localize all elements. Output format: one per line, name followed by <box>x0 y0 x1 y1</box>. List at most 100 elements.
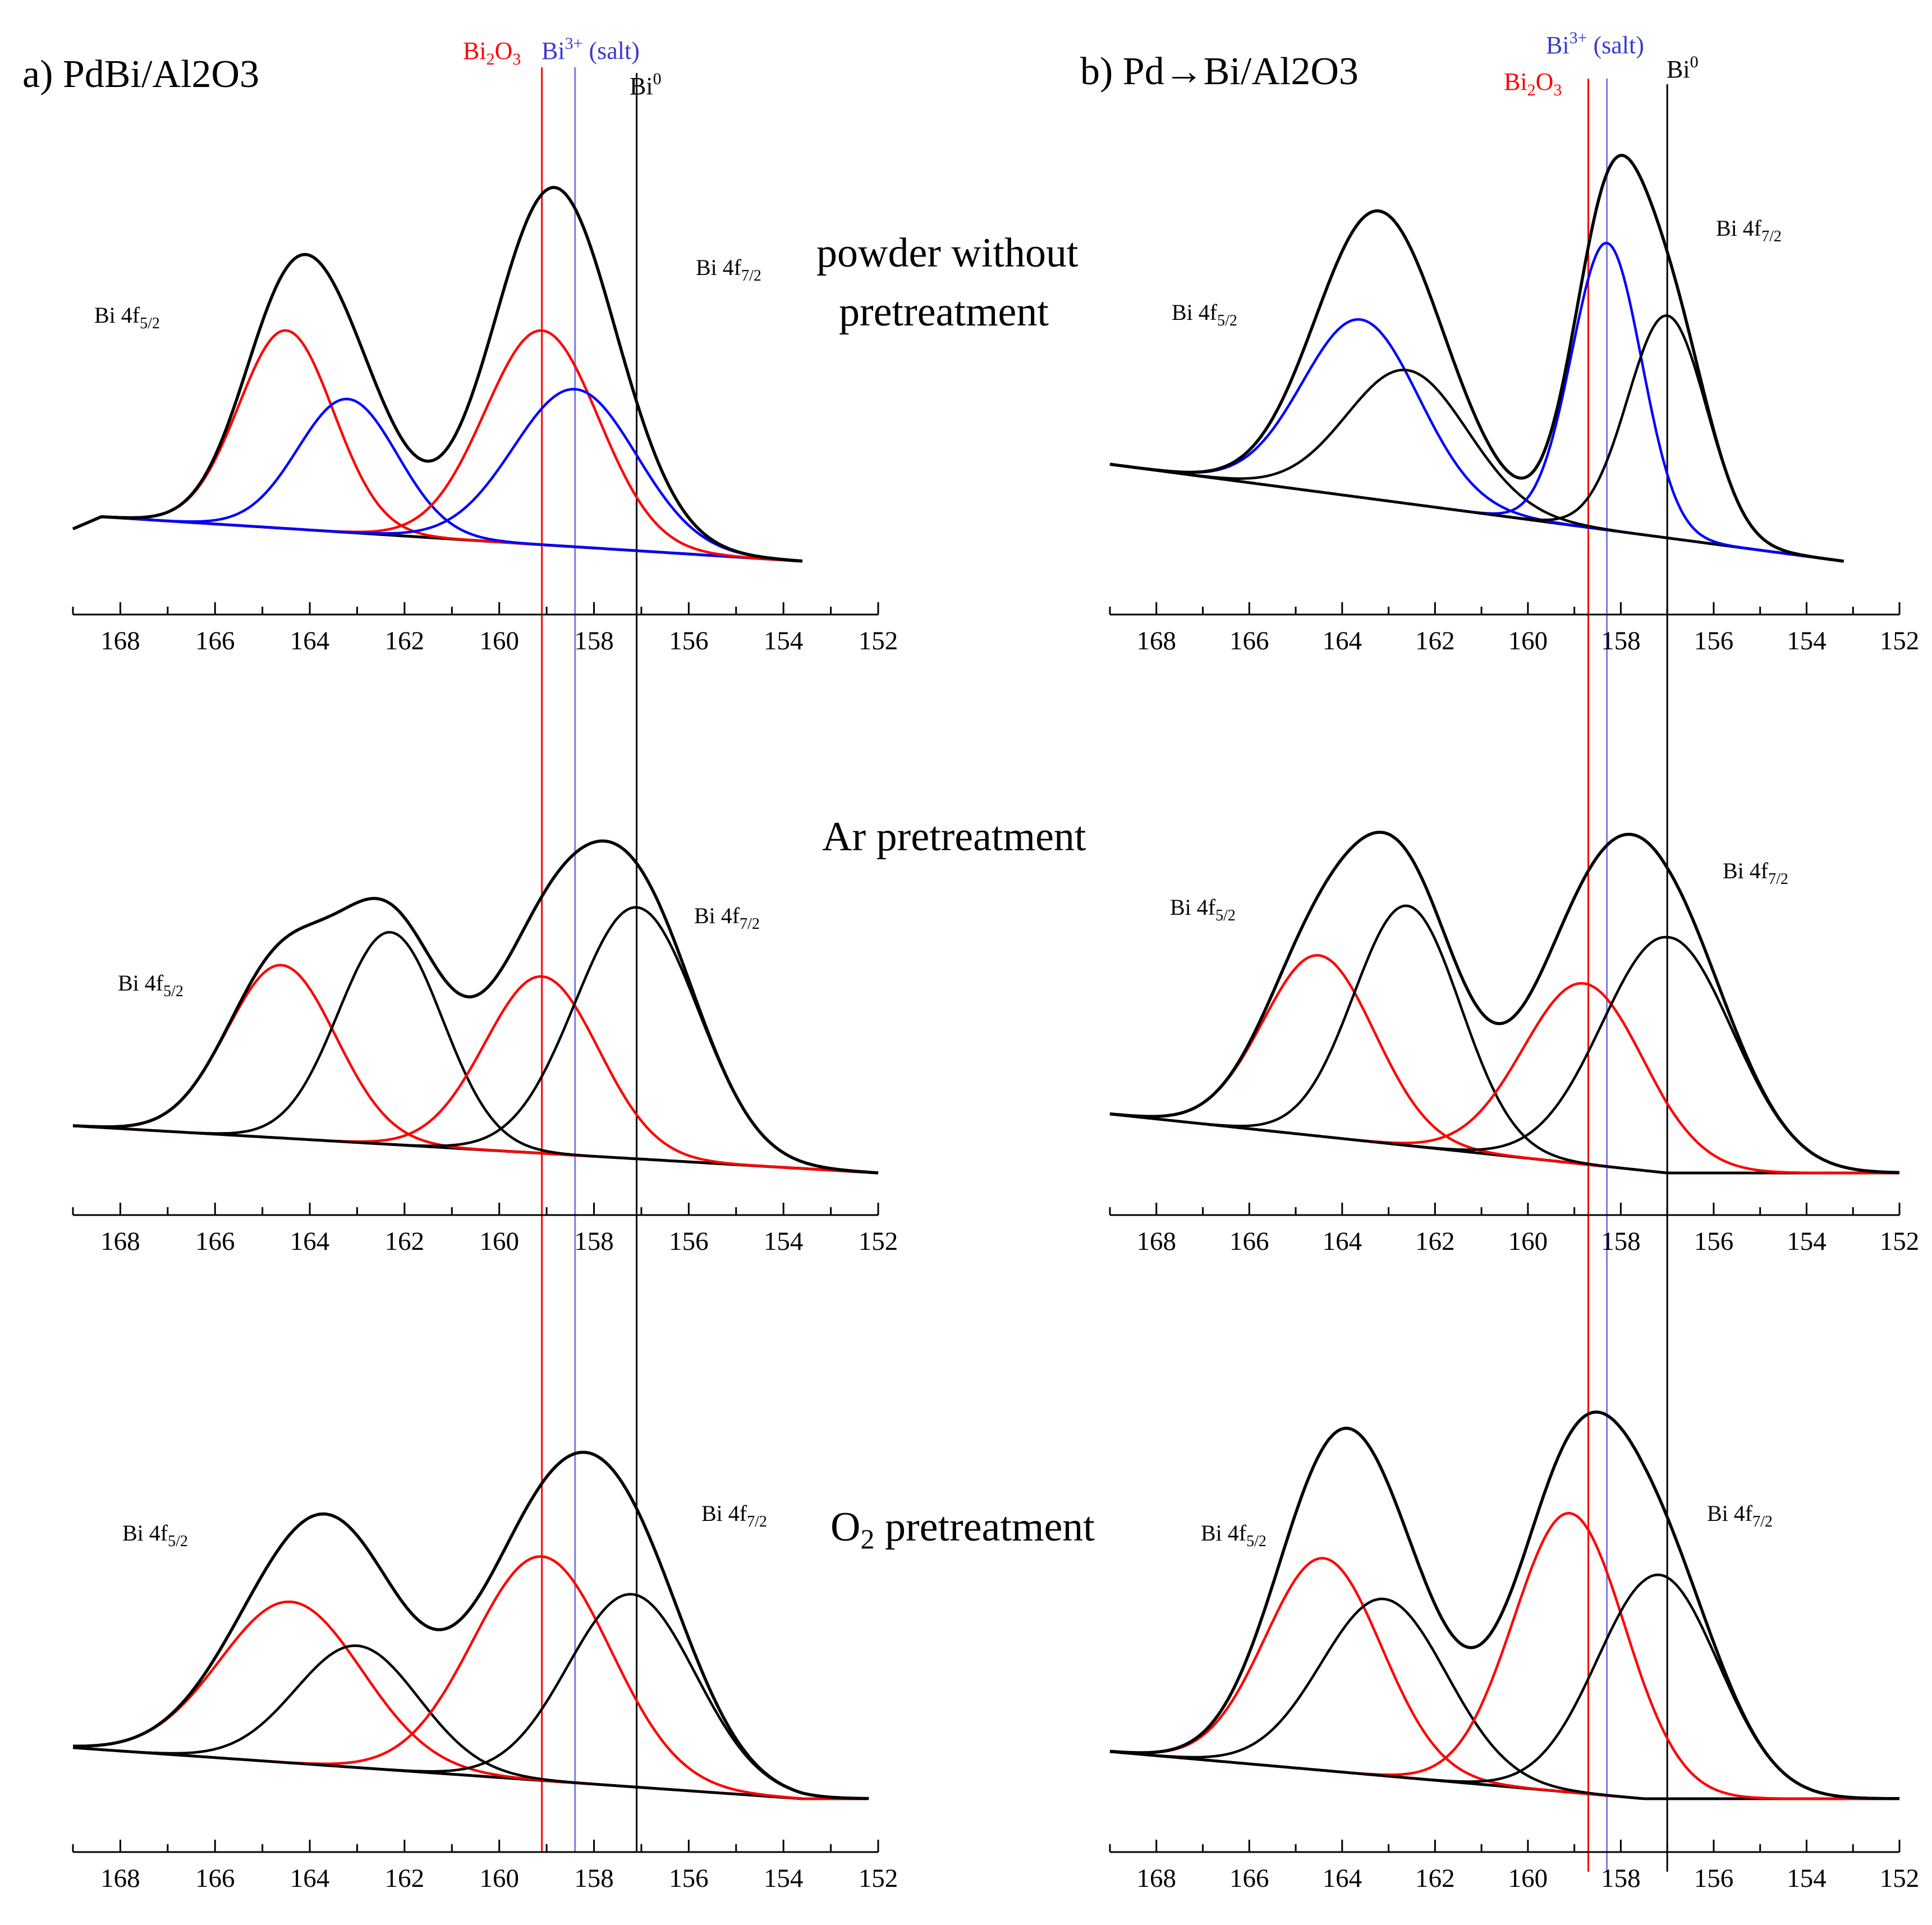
x-tick-label: 156 <box>1694 1864 1734 1893</box>
component-peak-black-162.6 <box>1109 368 1844 563</box>
panel-b-row2-label-4f52: Bi 4f5/2 <box>1170 895 1236 924</box>
x-tick-label: 154 <box>1787 1227 1827 1256</box>
x-tick-label: 152 <box>859 626 898 656</box>
panel-a-bi2o3-label: Bi2O3 <box>463 37 521 68</box>
x-tick-label: 156 <box>1694 626 1734 656</box>
envelope-line <box>72 186 803 563</box>
panel-b-bi3-salt-label: Bi3+ (salt) <box>1546 29 1644 59</box>
x-tick-label: 168 <box>1137 626 1177 656</box>
component-peak-blue-163.6 <box>1109 318 1844 563</box>
component-peak-blue-158.4 <box>72 388 803 562</box>
x-tick-label: 160 <box>479 1864 519 1893</box>
panel-b-row3-label-4f72: Bi 4f7/2 <box>1707 1501 1773 1530</box>
x-tick-label: 160 <box>1508 626 1548 656</box>
x-tick-label: 162 <box>385 1864 425 1893</box>
condition-label-ar: Ar pretreatment <box>822 814 1086 860</box>
panel-a-row2-label-4f72: Bi 4f7/2 <box>694 903 760 933</box>
panel-a-row1-label-4f72: Bi 4f7/2 <box>696 255 761 285</box>
x-tick-label: 160 <box>479 1227 519 1256</box>
x-tick-label: 164 <box>290 626 330 656</box>
component-peak-red-164.4 <box>73 1600 869 1800</box>
panel-a-row3-label-4f52: Bi 4f5/2 <box>122 1520 188 1550</box>
component-peak-red-164.5 <box>1109 954 1899 1175</box>
x-tick-label: 162 <box>385 1227 425 1256</box>
x-axis: 168 166 164 162 160 158 156 154 152 <box>72 602 898 656</box>
x-tick-label: 166 <box>1229 1227 1269 1256</box>
x-tick-label: 158 <box>1601 1227 1641 1256</box>
x-tick-label: 152 <box>859 1227 898 1256</box>
x-tick-label: 164 <box>1323 626 1362 656</box>
x-axis: 168 166 164 162 160 158 156 154 152 <box>72 1840 898 1893</box>
component-peak-red-159.1 <box>72 329 803 563</box>
chart-a-row3: 168 166 164 162 160 158 156 154 152 <box>72 1450 898 1893</box>
component-peak-red-159.1 <box>72 975 879 1175</box>
x-tick-label: 154 <box>1787 626 1827 656</box>
component-peak-black-163 <box>72 1644 869 1800</box>
x-tick-label: 154 <box>764 626 804 656</box>
x-tick-label: 166 <box>195 1227 235 1256</box>
x-tick-label: 156 <box>669 1864 709 1893</box>
chart-a-row2: 168 166 164 162 160 158 156 154 152 <box>72 839 898 1256</box>
x-tick-label: 158 <box>574 1864 614 1893</box>
component-peak-red-159.1 <box>72 1555 869 1800</box>
x-tick-label: 166 <box>195 1864 235 1893</box>
x-tick-label: 164 <box>290 1864 330 1893</box>
panel-a-reference-lines <box>541 67 637 1852</box>
panel-b-row1-label-4f72: Bi 4f7/2 <box>1716 216 1782 245</box>
panel-b-row2-label-4f72: Bi 4f7/2 <box>1723 858 1788 888</box>
x-tick-label: 168 <box>100 1864 140 1893</box>
x-tick-label: 162 <box>385 626 425 656</box>
panel-b-row1-label-4f52: Bi 4f5/2 <box>1172 300 1237 329</box>
x-tick-label: 152 <box>1880 1227 1920 1256</box>
x-tick-label: 152 <box>1880 1864 1920 1893</box>
x-tick-label: 162 <box>1415 626 1455 656</box>
component-peak-black-157 <box>1109 936 1900 1174</box>
x-tick-label: 162 <box>1415 1864 1455 1893</box>
panel-a-bi3-salt-label: Bi3+ (salt) <box>541 34 640 65</box>
envelope-line <box>72 839 879 1175</box>
x-tick-label: 166 <box>1229 1864 1269 1893</box>
x-tick-label: 154 <box>764 1864 804 1893</box>
component-peak-black-157 <box>1109 314 1844 563</box>
component-peak-black-157.1 <box>72 906 879 1175</box>
panel-b-bi0-label: Bi0 <box>1667 53 1699 83</box>
component-peak-black-162.6 <box>1109 904 1899 1175</box>
panel-b-title: b) Pd→Bi/Al2O3 <box>1080 50 1359 93</box>
component-peak-black-157.2 <box>72 1593 869 1800</box>
panel-a-row2-label-4f52: Bi 4f5/2 <box>118 970 183 1000</box>
x-tick-label: 156 <box>669 626 709 656</box>
x-tick-label: 168 <box>100 626 140 656</box>
x-tick-label: 164 <box>290 1227 330 1256</box>
envelope-line <box>73 1450 869 1800</box>
x-tick-label: 152 <box>859 1864 898 1893</box>
envelope-line <box>1109 154 1844 563</box>
component-peak-red-159.1 <box>1109 1512 1899 1800</box>
x-axis: 168 166 164 162 160 158 156 154 152 <box>1109 602 1919 656</box>
panel-b-row3-label-4f52: Bi 4f5/2 <box>1201 1520 1266 1550</box>
x-tick-label: 164 <box>1323 1864 1362 1893</box>
x-tick-label: 158 <box>574 626 614 656</box>
x-tick-label: 158 <box>1601 1864 1641 1893</box>
chart-b-row1: 168 166 164 162 160 158 156 154 152 <box>1109 154 1919 656</box>
x-tick-label: 154 <box>1787 1864 1827 1893</box>
x-tick-label: 158 <box>1601 626 1641 656</box>
x-tick-label: 160 <box>1508 1227 1548 1256</box>
component-peak-black-162.3 <box>72 931 879 1175</box>
x-tick-label: 160 <box>1508 1864 1548 1893</box>
x-tick-label: 154 <box>764 1227 804 1256</box>
envelope-line <box>1109 1410 1900 1800</box>
x-tick-label: 156 <box>1694 1227 1734 1256</box>
chart-b-row2: 168 166 164 162 160 158 156 154 152 <box>1109 831 1920 1256</box>
x-tick-label: 166 <box>1229 626 1269 656</box>
condition-label-o2: O2 pretreatment <box>830 1504 1095 1555</box>
x-tick-label: 168 <box>1137 1227 1177 1256</box>
condition-label-powder-line2: pretreatment <box>839 289 1049 335</box>
x-tick-label: 168 <box>1137 1864 1177 1893</box>
component-peak-red-164.5 <box>72 329 803 563</box>
x-tick-label: 168 <box>100 1227 140 1256</box>
chart-a-row1: 168 166 164 162 160 158 156 154 152 <box>72 186 898 656</box>
x-tick-label: 166 <box>195 626 235 656</box>
panel-a-title: a) PdBi/Al2O3 <box>22 53 259 96</box>
